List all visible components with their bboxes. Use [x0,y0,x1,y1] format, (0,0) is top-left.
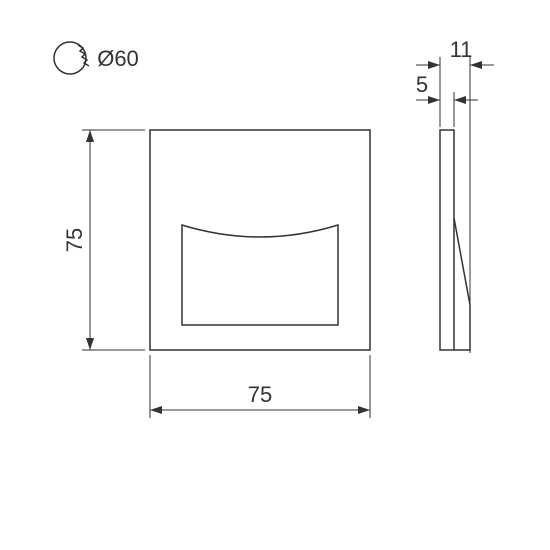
dim-height [82,130,145,350]
dim-width-label: 75 [248,382,272,407]
dim-thin [416,92,478,127]
diameter-label: Ø60 [97,46,139,71]
dim-thin-label: 5 [416,72,428,97]
dim-full-label: 11 [450,37,473,62]
side-view [440,130,470,350]
dim-height-label: 75 [62,228,87,252]
tech-drawing: Ø60 75 75 5 11 [0,0,550,550]
front-view [150,130,370,350]
diameter-callout: Ø60 [54,42,139,74]
dim-full [416,57,494,353]
